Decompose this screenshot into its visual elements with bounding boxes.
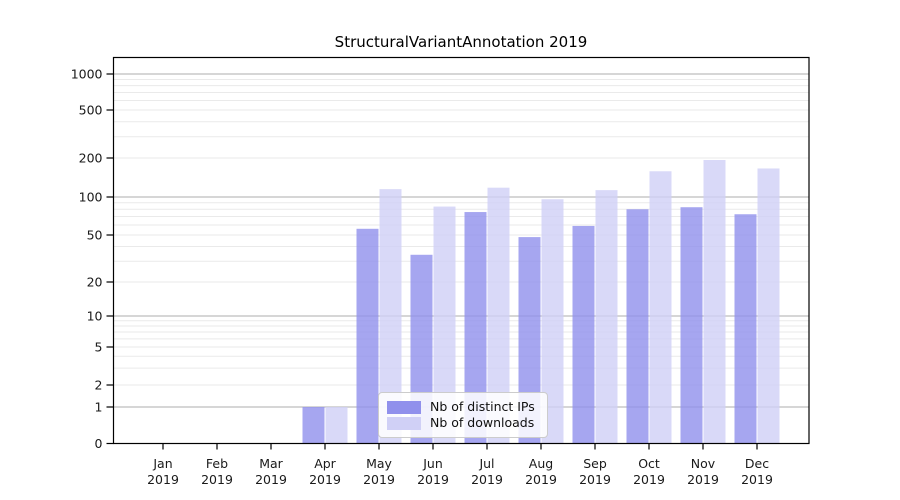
bar-distinct-ips-jul (464, 212, 487, 444)
legend-label-distinct-ips: Nb of distinct IPs (430, 398, 535, 414)
x-tick-label-month: May (366, 456, 392, 471)
y-tick-label: 50 (87, 228, 103, 243)
chart-title: StructuralVariantAnnotation 2019 (334, 33, 588, 51)
x-tick-label-year: 2019 (201, 472, 233, 487)
y-tick-label: 1000 (71, 67, 103, 82)
x-tick-label-year: 2019 (309, 472, 341, 487)
y-tick-label: 1 (95, 400, 103, 415)
bar-downloads-apr (325, 407, 348, 444)
x-tick-label-year: 2019 (417, 472, 449, 487)
y-axis: 0 1 2 5 10 20 50 100 200 500 1000 (71, 67, 114, 451)
x-tick-label-year: 2019 (525, 472, 557, 487)
bar-distinct-ips-aug (518, 237, 541, 444)
x-tick-label-year: 2019 (741, 472, 773, 487)
bar-distinct-ips-dec (734, 214, 757, 444)
bar-downloads-jun (433, 206, 456, 444)
legend-label-downloads: Nb of downloads (430, 414, 535, 430)
legend: Nb of distinct IPs Nb of downloads (378, 392, 548, 438)
x-tick-label-month: Sep (583, 456, 607, 471)
x-tick-label-month: Dec (745, 456, 769, 471)
bar-downloads-jul (487, 187, 510, 444)
x-axis: Jan2019Feb2019Mar2019Apr2019May2019Jun20… (147, 443, 773, 487)
y-tick-label: 200 (79, 151, 103, 166)
x-tick-label-month: Apr (314, 456, 336, 471)
bar-downloads-may (379, 189, 402, 444)
legend-entry-downloads: Nb of downloads (387, 414, 539, 430)
legend-swatch-downloads (387, 416, 421, 430)
x-tick-label-month: Jul (478, 456, 494, 471)
y-tick-label: 5 (95, 340, 103, 355)
x-tick-label-month: Jun (422, 456, 443, 471)
x-tick-label-year: 2019 (363, 472, 395, 487)
x-tick-label-month: Feb (206, 456, 228, 471)
y-tick-label: 10 (87, 309, 103, 324)
y-tick-label: 20 (87, 275, 103, 290)
bar-distinct-ips-may (356, 228, 379, 444)
x-tick-label-year: 2019 (147, 472, 179, 487)
y-tick-label: 500 (79, 103, 103, 118)
x-tick-label-year: 2019 (471, 472, 503, 487)
bar-downloads-nov (703, 160, 726, 444)
x-tick-label-month: Nov (691, 456, 716, 471)
bar-downloads-oct (649, 171, 672, 444)
bar-downloads-sep (595, 190, 618, 444)
bar-distinct-ips-nov (680, 207, 703, 444)
legend-swatch-distinct-ips (387, 400, 421, 414)
x-tick-label-month: Mar (259, 456, 283, 471)
x-tick-label-month: Aug (529, 456, 553, 471)
y-tick-label: 2 (95, 378, 103, 393)
bar-downloads-dec (757, 168, 780, 444)
legend-entry-distinct-ips: Nb of distinct IPs (387, 398, 539, 414)
x-tick-label-year: 2019 (687, 472, 719, 487)
y-tick-label: 0 (95, 436, 103, 451)
plot-frame (112, 56, 810, 445)
y-tick-label: 100 (79, 190, 103, 205)
bar-distinct-ips-apr (302, 407, 325, 444)
x-tick-label-year: 2019 (579, 472, 611, 487)
x-tick-label-month: Jan (152, 456, 172, 471)
x-tick-label-month: Oct (638, 456, 660, 471)
x-tick-label-year: 2019 (633, 472, 665, 487)
bars-downloads (325, 160, 780, 444)
x-tick-label-year: 2019 (255, 472, 287, 487)
bar-distinct-ips-oct (626, 209, 649, 444)
bar-downloads-aug (541, 199, 564, 444)
bar-distinct-ips-sep (572, 225, 595, 444)
bars-distinct-ips (302, 207, 757, 444)
